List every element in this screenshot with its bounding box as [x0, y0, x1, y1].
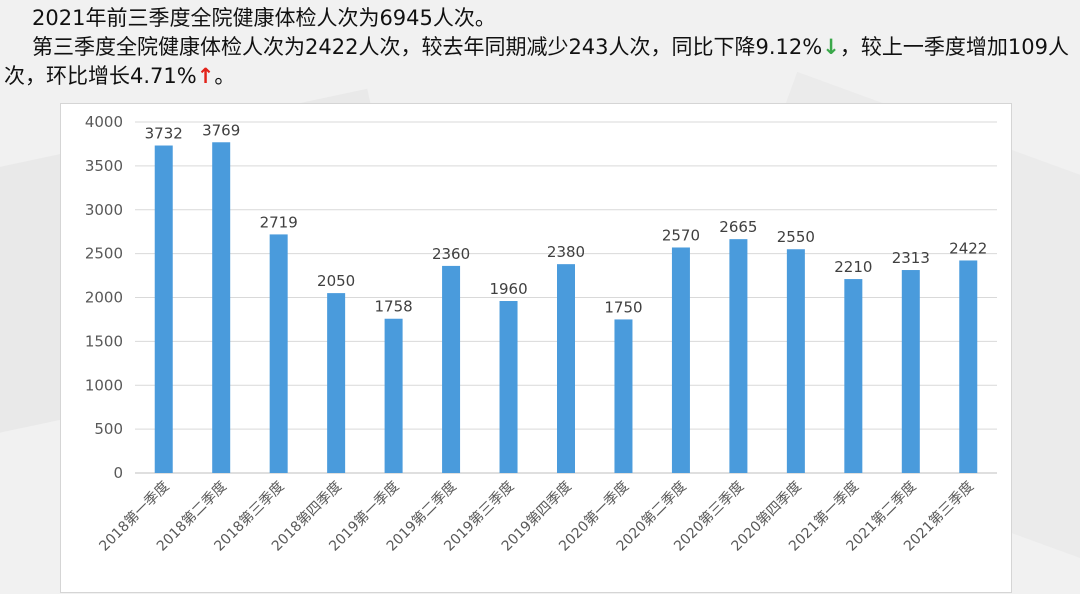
bar	[212, 142, 231, 473]
data-label: 3769	[202, 121, 240, 139]
data-label: 2313	[892, 249, 930, 267]
y-tick-label: 3000	[85, 201, 123, 219]
chart-container: 0 500 1000 1500 2000 2500 3000 3500 4000 3732 2018…	[60, 103, 1012, 593]
summary-line-2-part1: 第三季度全院健康体检人次为2422人次，较去年同期减少243人次，同比下降9.1…	[32, 35, 823, 59]
data-label: 3732	[145, 125, 183, 143]
bar	[442, 265, 461, 473]
data-label: 1750	[604, 298, 642, 316]
data-label: 2665	[719, 218, 757, 236]
data-label: 2050	[317, 272, 355, 290]
data-label: 2719	[260, 213, 298, 231]
arrow-down-icon: ↓	[822, 35, 840, 59]
bar	[959, 260, 978, 473]
bar	[844, 279, 863, 473]
summary-line-1-text: 2021年前三季度全院健康体检人次为6945人次。	[32, 6, 496, 30]
summary-text: 2021年前三季度全院健康体检人次为6945人次。 第三季度全院健康体检人次为2…	[4, 4, 1078, 91]
data-label: 2380	[547, 243, 585, 261]
y-tick-label: 1500	[85, 332, 123, 350]
y-tick-label: 3500	[85, 157, 123, 175]
summary-line-2-part2: ，较上一季度增加109人次，环比增长4.71%	[4, 35, 1069, 88]
y-tick-label: 500	[94, 420, 123, 438]
bar	[786, 249, 805, 473]
bar	[671, 247, 690, 473]
summary-line-1: 2021年前三季度全院健康体检人次为6945人次。	[4, 4, 1078, 33]
bar	[269, 234, 288, 473]
y-tick-label: 0	[113, 464, 123, 482]
bar	[499, 301, 518, 473]
summary-line-2-part3: 。	[214, 64, 236, 88]
bar	[557, 264, 575, 473]
bar-chart: 0500100015002000250030003500400037322018…	[85, 113, 997, 555]
y-tick-label: 2000	[85, 289, 123, 307]
summary-line-2: 第三季度全院健康体检人次为2422人次，较去年同期减少243人次，同比下降9.1…	[4, 33, 1078, 91]
bar	[154, 145, 173, 473]
data-label: 1960	[489, 280, 527, 298]
bar	[384, 318, 403, 473]
y-tick-label: 2500	[85, 245, 123, 263]
bar	[901, 270, 920, 473]
data-label: 2422	[949, 239, 987, 257]
data-label: 2550	[777, 228, 815, 246]
bar	[327, 293, 346, 473]
data-label: 2570	[662, 226, 700, 244]
data-label: 2210	[834, 258, 872, 276]
bar	[614, 319, 633, 473]
y-tick-label: 4000	[85, 113, 123, 131]
data-label: 1758	[375, 298, 413, 316]
bar	[729, 239, 748, 473]
y-tick-label: 1000	[85, 376, 123, 394]
data-label: 2360	[432, 245, 470, 263]
arrow-up-icon: ↑	[196, 64, 215, 88]
